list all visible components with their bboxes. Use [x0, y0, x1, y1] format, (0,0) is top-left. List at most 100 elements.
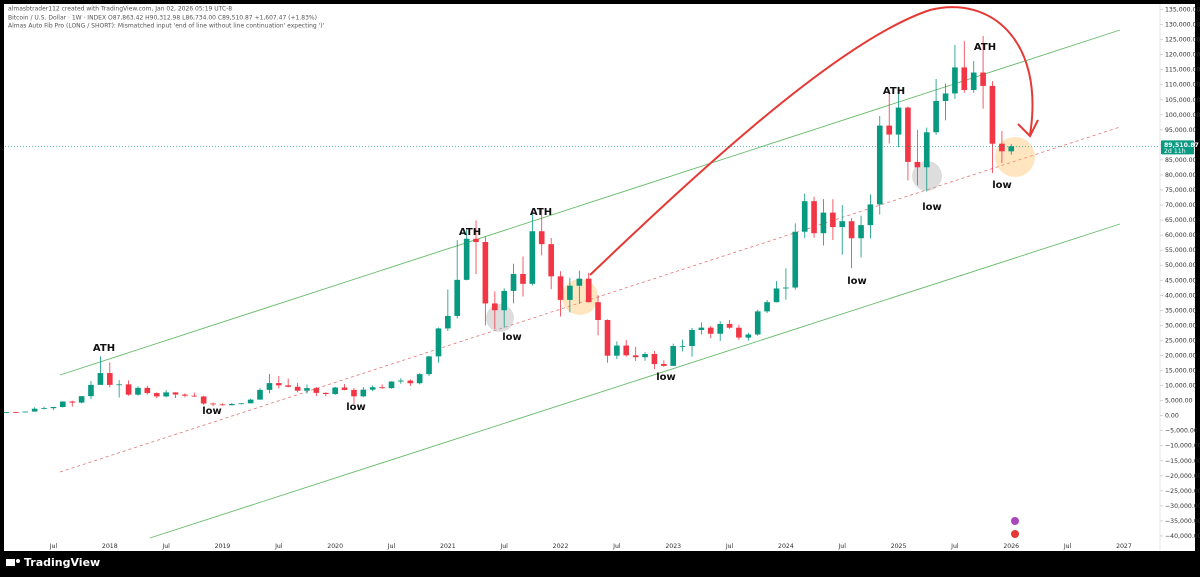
x-tick-label: 2022	[553, 543, 569, 550]
event-icon[interactable]	[1011, 517, 1019, 525]
channel-lower	[149, 223, 1121, 539]
candle-body	[923, 132, 930, 168]
y-tick-label: 25,000.00	[1165, 337, 1197, 344]
x-tick-label: 2019	[215, 543, 231, 550]
candle-body	[707, 327, 714, 334]
x-tick-label: Jul	[1063, 543, 1072, 550]
x-tick-label: Jul	[387, 543, 396, 550]
symbol-line: Bitcoin / U.S. Dollar · 1W · INDEX O87,8…	[8, 15, 317, 22]
candle-body	[22, 411, 29, 413]
annotation: low	[656, 372, 676, 383]
candle-body	[538, 231, 545, 245]
indicator-line: Almas Auto Fib Pro (LONG / SHORT): Misma…	[8, 23, 325, 30]
y-tick-label: 5,000.00	[1165, 398, 1193, 405]
drawings	[59, 6, 1121, 539]
candle-body	[407, 380, 414, 384]
candle-body	[783, 287, 789, 289]
candle-body	[1008, 146, 1015, 152]
candle-body	[510, 273, 517, 291]
candle-body	[999, 143, 1005, 152]
candle-body	[670, 346, 677, 366]
candles	[3, 35, 1015, 413]
candle-body	[210, 403, 216, 405]
x-tick-label: 2018	[102, 543, 118, 550]
candle-body	[811, 201, 817, 234]
candle-body	[257, 389, 263, 400]
x-tick-label: Jul	[837, 543, 846, 550]
y-tick-label: 120,000.00	[1165, 52, 1200, 59]
candle-body	[50, 407, 57, 409]
candle-body	[416, 374, 423, 384]
candle-body	[980, 72, 986, 86]
x-tick-label: 2027	[1116, 543, 1132, 550]
candle-body	[614, 345, 620, 356]
candle-body	[952, 67, 958, 94]
candle-body	[858, 225, 864, 239]
candle-body	[97, 373, 104, 385]
x-tick-label: Jul	[499, 543, 508, 550]
countdown-label: 2d 11h	[1164, 148, 1186, 155]
y-tick-label: −25,000.00	[1165, 488, 1200, 495]
candle-body	[435, 328, 442, 357]
annotation: low	[922, 202, 942, 213]
y-tick-label: 30,000.00	[1165, 322, 1197, 329]
candle-body	[820, 212, 827, 234]
candle-body	[942, 93, 949, 101]
candle-body	[341, 387, 348, 390]
candle-body	[689, 329, 695, 346]
y-tick-label: 15,000.00	[1165, 368, 1197, 375]
candle-body	[13, 412, 19, 413]
candle-body	[567, 285, 573, 300]
event-icon[interactable]	[1011, 530, 1019, 538]
candle-body	[717, 323, 724, 334]
y-tick-label: 125,000.00	[1165, 37, 1200, 44]
y-tick-label: 10,000.00	[1165, 383, 1197, 390]
candle-body	[989, 85, 996, 144]
y-tick-label: 60,000.00	[1165, 232, 1197, 239]
candle-body	[445, 315, 451, 329]
y-tick-label: 85,000.00	[1165, 157, 1197, 164]
y-tick-label: −10,000.00	[1165, 443, 1200, 450]
annotation: ATH	[530, 207, 552, 218]
candle-body	[398, 380, 404, 382]
candle-body	[463, 238, 470, 280]
candle-body	[454, 279, 461, 316]
candle-body	[661, 363, 667, 366]
candle-body	[31, 408, 38, 412]
candle-body	[426, 356, 432, 375]
y-tick-label: 110,000.00	[1165, 82, 1200, 89]
y-tick-label: 95,000.00	[1165, 127, 1197, 134]
annotation: low	[847, 276, 867, 287]
x-tick-label: Jul	[725, 543, 734, 550]
x-tick-label: Jul	[950, 543, 959, 550]
candle-body	[191, 395, 198, 397]
y-tick-label: 70,000.00	[1165, 202, 1197, 209]
price-tag	[1161, 140, 1194, 155]
candle-body	[313, 388, 320, 393]
y-tick-label: 130,000.00	[1165, 22, 1200, 29]
candle-body	[482, 241, 489, 304]
candle-body	[388, 381, 395, 389]
x-tick-label: 2020	[327, 543, 343, 550]
y-tick-label: 80,000.00	[1165, 172, 1197, 179]
candle-body	[285, 385, 291, 387]
y-tick-label: 35,000.00	[1165, 307, 1197, 314]
candle-body	[276, 383, 282, 386]
y-tick-label: 135,000.00	[1165, 7, 1200, 14]
candle-body	[970, 72, 977, 90]
candle-body	[764, 302, 770, 312]
annotation: low	[202, 406, 222, 417]
y-tick-label: −35,000.00	[1165, 518, 1200, 525]
candle-body	[867, 204, 874, 226]
candle-body	[886, 125, 893, 135]
candle-body	[520, 273, 526, 284]
candle-body	[905, 107, 911, 162]
plot-background	[4, 4, 1195, 551]
annotation: ATH	[459, 227, 481, 238]
candle-body	[3, 412, 10, 413]
candle-body	[529, 231, 536, 284]
candle-body	[88, 384, 94, 397]
y-tick-label: 40,000.00	[1165, 292, 1197, 299]
annotation: ATH	[883, 86, 905, 97]
candle-body	[801, 201, 808, 232]
